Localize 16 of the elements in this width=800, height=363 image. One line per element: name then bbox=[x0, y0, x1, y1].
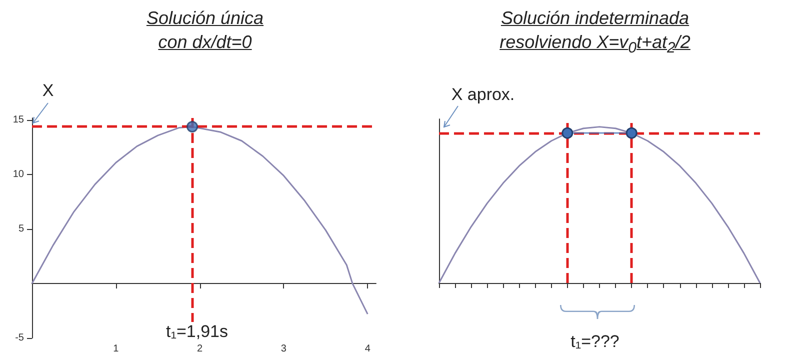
x-tick-label: 2 bbox=[197, 344, 204, 354]
y-tick-label: 5 bbox=[18, 224, 24, 235]
annotation: t₁=1,91s bbox=[163, 322, 231, 341]
text: t₁=??? bbox=[568, 332, 622, 351]
y-tick-label: -5 bbox=[15, 332, 24, 344]
chart-title: Solución única bbox=[145, 8, 265, 29]
chart-subtitle: resolviendo X=v$_{0}$t+at$_{2}$/2 bbox=[498, 32, 692, 57]
chart-subtitle: con dx/dt=0 bbox=[157, 32, 253, 53]
y-tick-label: 15 bbox=[12, 114, 24, 126]
y-tick-label: 10 bbox=[12, 169, 24, 180]
x-tick-label: 4 bbox=[364, 344, 371, 354]
chart-title: Solución indeterminada bbox=[500, 8, 690, 29]
text: X bbox=[39, 81, 57, 100]
x-tick-label: 3 bbox=[280, 344, 287, 354]
x-tick-label: 1 bbox=[113, 344, 120, 354]
text: X aprox. bbox=[448, 85, 518, 104]
